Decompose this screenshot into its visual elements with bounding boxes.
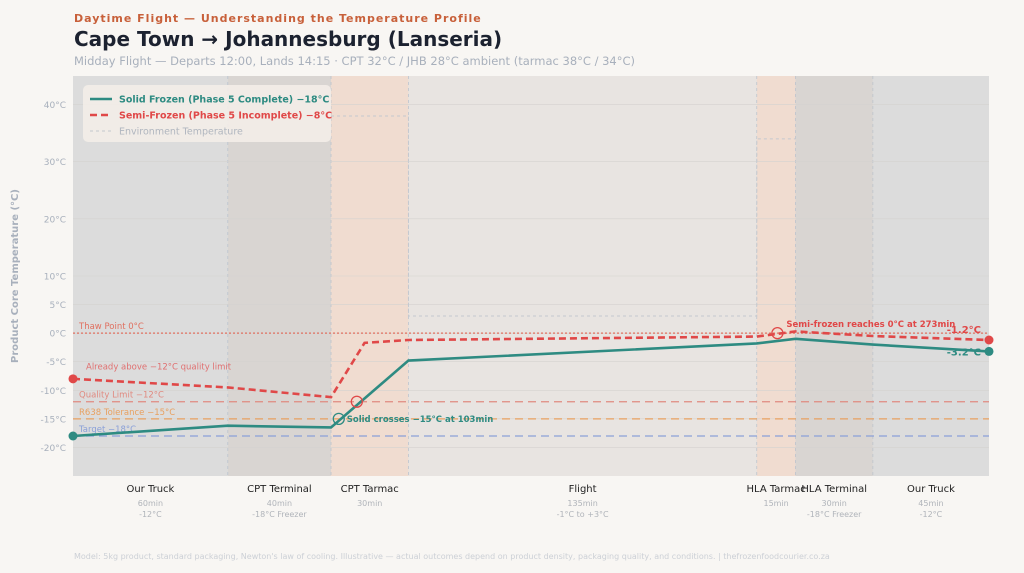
phase-env: -18°C Freezer: [252, 510, 307, 519]
phase-env: -12°C: [920, 510, 943, 519]
legend-label: Solid Frozen (Phase 5 Complete) −18°C: [119, 95, 329, 106]
y-tick-label: -10°C: [41, 387, 66, 397]
legend-label: Environment Temperature: [119, 127, 243, 138]
reference-label: Target −18°C: [78, 425, 136, 435]
series-start-point: [68, 431, 78, 441]
series-line: [72, 330, 990, 399]
y-tick-label: -15°C: [41, 415, 66, 425]
chart-kicker: Daytime Flight — Understanding the Tempe…: [74, 12, 482, 25]
phase-env: -1°C to +3°C: [557, 510, 609, 519]
phase-env: -18°C Freezer: [807, 510, 862, 519]
legend-label: Semi-Frozen (Phase 5 Incomplete) −8°C: [119, 111, 332, 122]
phase-duration: 30min: [357, 499, 382, 508]
phase-duration: 135min: [567, 499, 597, 508]
y-tick-label: -20°C: [41, 444, 66, 454]
crossing-marker: [350, 395, 363, 408]
reference-label: Thaw Point 0°C: [78, 322, 144, 332]
y-tick-label: 5°C: [49, 301, 66, 311]
series-line: [72, 337, 990, 438]
annotation: Solid crosses −15°C at 103min: [347, 415, 494, 425]
y-tick-label: 20°C: [44, 215, 66, 225]
phase-label: HLA Terminal: [801, 484, 867, 495]
phase-label: CPT Terminal: [247, 484, 312, 495]
crossing-marker: [332, 412, 345, 426]
crossing-marker: [771, 326, 784, 340]
series-line: [331, 115, 796, 317]
phase-label: Our Truck: [126, 484, 174, 495]
legend: [83, 85, 331, 142]
series-end-point: [984, 346, 994, 356]
footer-note: Model: 5kg product, standard packaging, …: [74, 552, 830, 561]
series-end-label: -3.2°C: [947, 347, 981, 358]
phase-label: CPT Tarmac: [341, 484, 399, 495]
chart-title: Cape Town → Johannesburg (Lanseria): [74, 27, 503, 51]
series-end-point: [984, 335, 994, 345]
y-tick-label: 30°C: [44, 158, 66, 168]
phase-duration: 15min: [763, 499, 788, 508]
chart-subtitle: Midday Flight — Departs 12:00, Lands 14:…: [74, 54, 636, 68]
phase-env: -12°C: [139, 510, 162, 519]
phase-label: HLA Tarmac: [747, 484, 806, 495]
phase-duration: 40min: [267, 499, 292, 508]
y-tick-label: 10°C: [44, 273, 66, 283]
y-tick-label: 40°C: [44, 101, 66, 111]
phase-label: Flight: [569, 484, 597, 495]
y-tick-label: 0°C: [49, 330, 66, 340]
phase-duration: 60min: [138, 499, 163, 508]
y-axis-label: Product Core Temperature (°C): [10, 189, 21, 363]
reference-label: R638 Tolerance −15°C: [79, 408, 175, 418]
phase-duration: 30min: [822, 499, 847, 508]
phase-label: Our Truck: [907, 484, 955, 495]
y-tick-label: -5°C: [46, 358, 66, 368]
annotation: Already above −12°C quality limit: [86, 362, 232, 372]
phase-duration: 45min: [918, 499, 943, 508]
series-start-point: [68, 374, 78, 384]
reference-label: Quality Limit −12°C: [79, 391, 164, 401]
annotation: Semi-frozen reaches 0°C at 273min: [786, 320, 955, 330]
series-end-label: -1.2°C: [947, 325, 981, 336]
